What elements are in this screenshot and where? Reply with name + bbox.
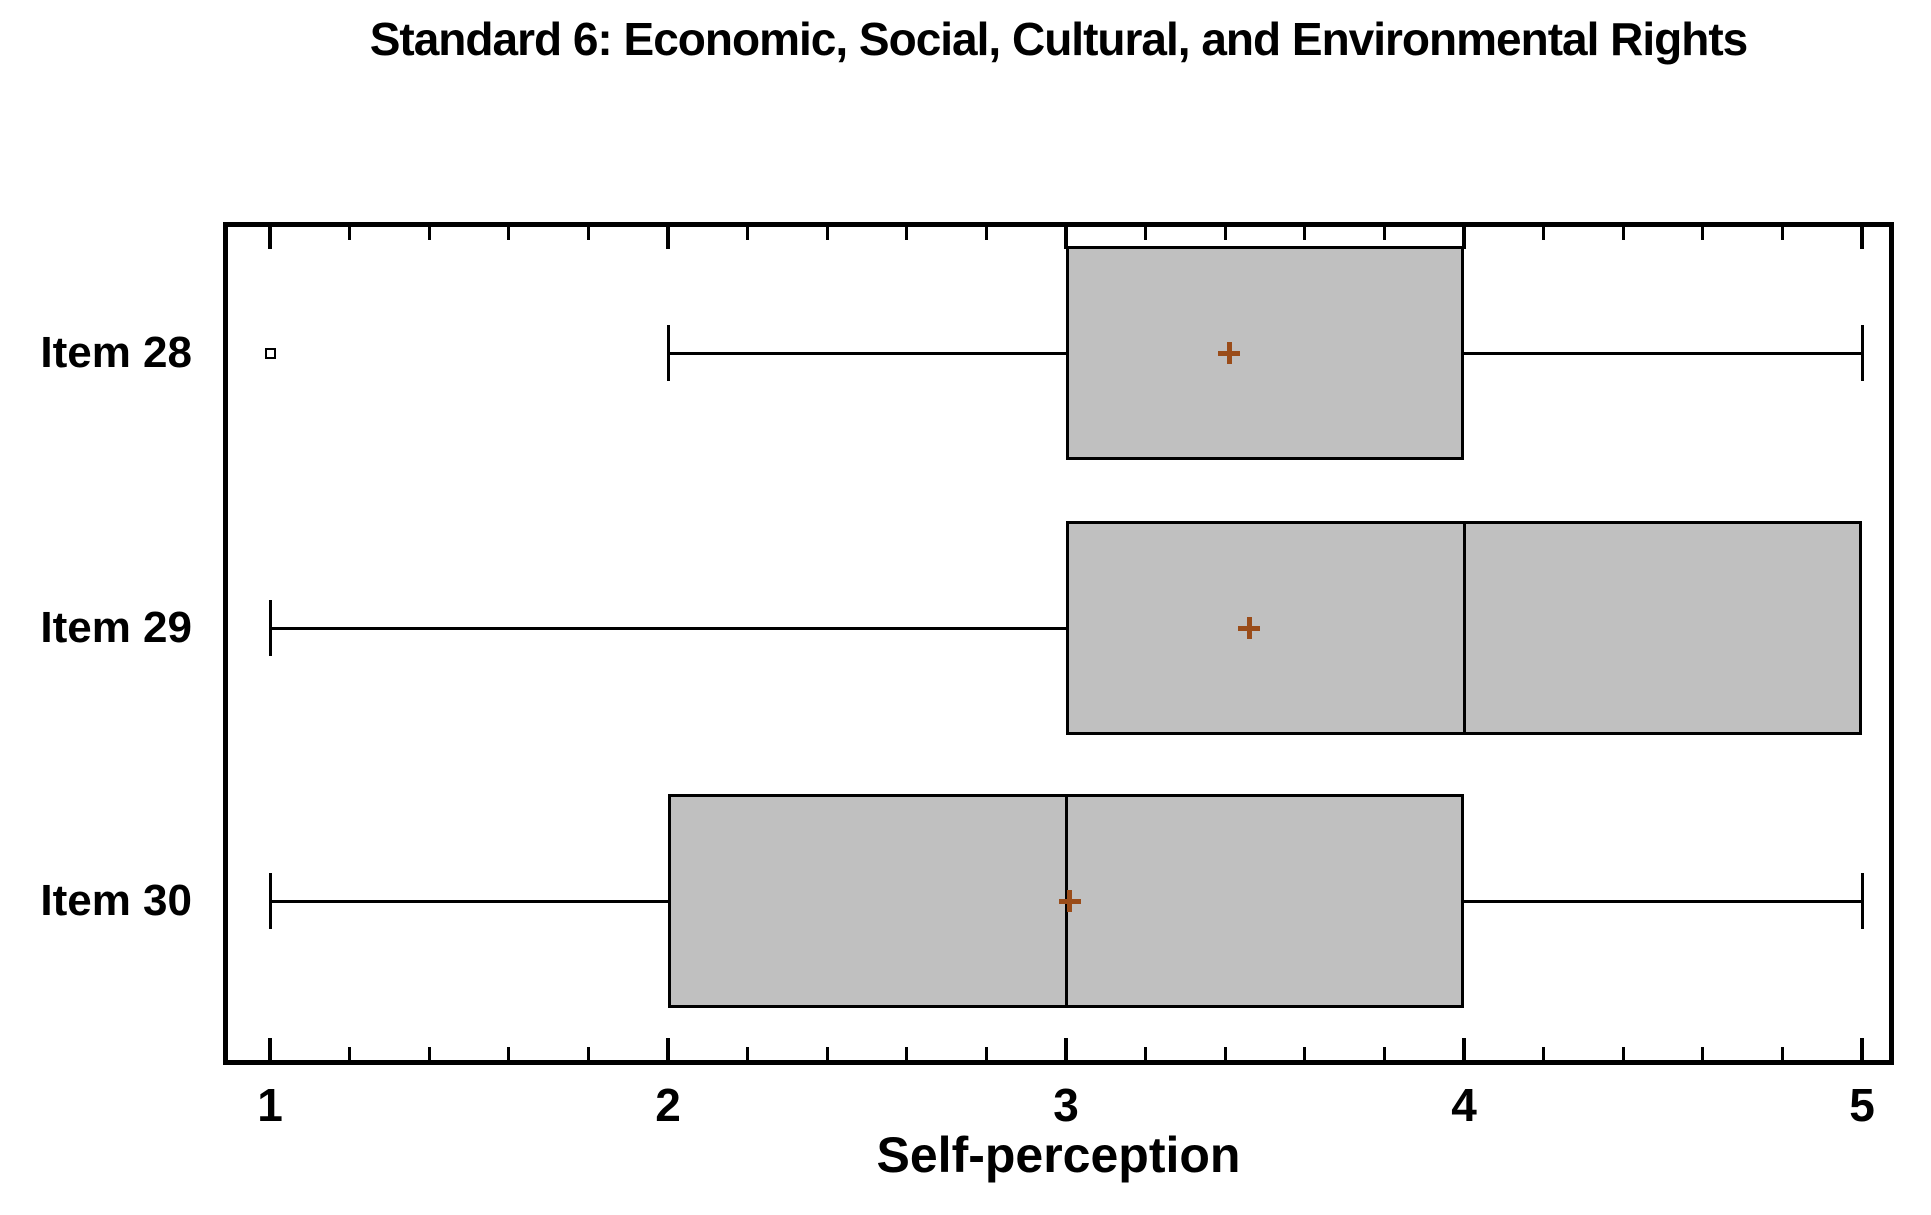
mean-marker-vbar bbox=[1067, 890, 1073, 912]
x-minor-tick-bottom bbox=[905, 1047, 909, 1060]
whisker-line-right-item-28 bbox=[1464, 351, 1862, 355]
mean-marker-vbar bbox=[1226, 342, 1232, 364]
x-minor-tick-bottom bbox=[507, 1047, 511, 1060]
x-minor-tick-top bbox=[746, 227, 750, 240]
x-minor-tick-bottom bbox=[1701, 1047, 1705, 1060]
x-major-tick-bottom bbox=[268, 1038, 272, 1060]
x-minor-tick-bottom bbox=[586, 1047, 590, 1060]
x-minor-tick-bottom bbox=[1382, 1047, 1386, 1060]
x-minor-tick-top bbox=[348, 227, 352, 240]
x-minor-tick-top bbox=[586, 227, 590, 240]
x-minor-tick-top bbox=[427, 227, 431, 240]
whisker-cap-right-item-30 bbox=[1860, 873, 1864, 929]
x-minor-tick-top bbox=[1382, 227, 1386, 240]
x-minor-tick-top bbox=[1701, 227, 1705, 240]
x-minor-tick-top bbox=[1542, 227, 1546, 240]
x-minor-tick-bottom bbox=[984, 1047, 988, 1060]
x-minor-tick-bottom bbox=[1144, 1047, 1148, 1060]
x-tick-label: 2 bbox=[655, 1079, 681, 1131]
plot-area bbox=[223, 222, 1894, 1065]
x-minor-tick-bottom bbox=[1303, 1047, 1307, 1060]
x-minor-tick-top bbox=[1303, 227, 1307, 240]
x-minor-tick-bottom bbox=[1780, 1047, 1784, 1060]
x-tick-label: 5 bbox=[1849, 1079, 1875, 1131]
x-major-tick-bottom bbox=[1462, 1038, 1466, 1060]
x-major-tick-top bbox=[1064, 227, 1068, 249]
x-minor-tick-top bbox=[1780, 227, 1784, 240]
x-minor-tick-top bbox=[905, 227, 909, 240]
whisker-cap-left-item-30 bbox=[268, 873, 272, 929]
x-minor-tick-top bbox=[507, 227, 511, 240]
category-label-item-28: Item 28 bbox=[40, 328, 192, 377]
x-minor-tick-bottom bbox=[348, 1047, 352, 1060]
box-item-28 bbox=[1066, 246, 1464, 460]
x-axis-title: Self-perception bbox=[876, 1127, 1241, 1183]
x-major-tick-bottom bbox=[1064, 1038, 1068, 1060]
x-tick-label: 3 bbox=[1053, 1079, 1079, 1131]
whisker-cap-left-item-29 bbox=[268, 600, 272, 656]
x-major-tick-bottom bbox=[1860, 1038, 1864, 1060]
outlier-point-item-28 bbox=[264, 347, 276, 359]
whisker-line-left-item-30 bbox=[270, 899, 668, 903]
x-minor-tick-top bbox=[1144, 227, 1148, 240]
whisker-line-right-item-30 bbox=[1464, 899, 1862, 903]
whisker-cap-left-item-28 bbox=[666, 325, 670, 381]
x-minor-tick-bottom bbox=[1621, 1047, 1625, 1060]
chart-title: Standard 6: Economic, Social, Cultural, … bbox=[369, 13, 1749, 65]
x-minor-tick-bottom bbox=[1223, 1047, 1227, 1060]
whisker-cap-right-item-28 bbox=[1860, 325, 1864, 381]
x-minor-tick-bottom bbox=[1542, 1047, 1546, 1060]
x-minor-tick-bottom bbox=[746, 1047, 750, 1060]
x-tick-label: 4 bbox=[1451, 1079, 1477, 1131]
x-major-tick-bottom bbox=[666, 1038, 670, 1060]
x-minor-tick-top bbox=[825, 227, 829, 240]
x-major-tick-top bbox=[268, 227, 272, 249]
category-label-item-29: Item 29 bbox=[40, 603, 192, 652]
x-minor-tick-bottom bbox=[427, 1047, 431, 1060]
x-minor-tick-top bbox=[1223, 227, 1227, 240]
category-label-item-30: Item 30 bbox=[40, 876, 192, 925]
whisker-line-left-item-28 bbox=[668, 351, 1066, 355]
x-minor-tick-top bbox=[984, 227, 988, 240]
x-minor-tick-top bbox=[1621, 227, 1625, 240]
x-major-tick-top bbox=[1462, 227, 1466, 249]
x-major-tick-top bbox=[1860, 227, 1864, 249]
x-tick-label: 1 bbox=[257, 1079, 283, 1131]
median-line-item-29 bbox=[1462, 524, 1466, 732]
whisker-line-left-item-29 bbox=[270, 626, 1066, 630]
x-minor-tick-bottom bbox=[825, 1047, 829, 1060]
mean-marker-vbar bbox=[1246, 617, 1252, 639]
x-major-tick-top bbox=[666, 227, 670, 249]
